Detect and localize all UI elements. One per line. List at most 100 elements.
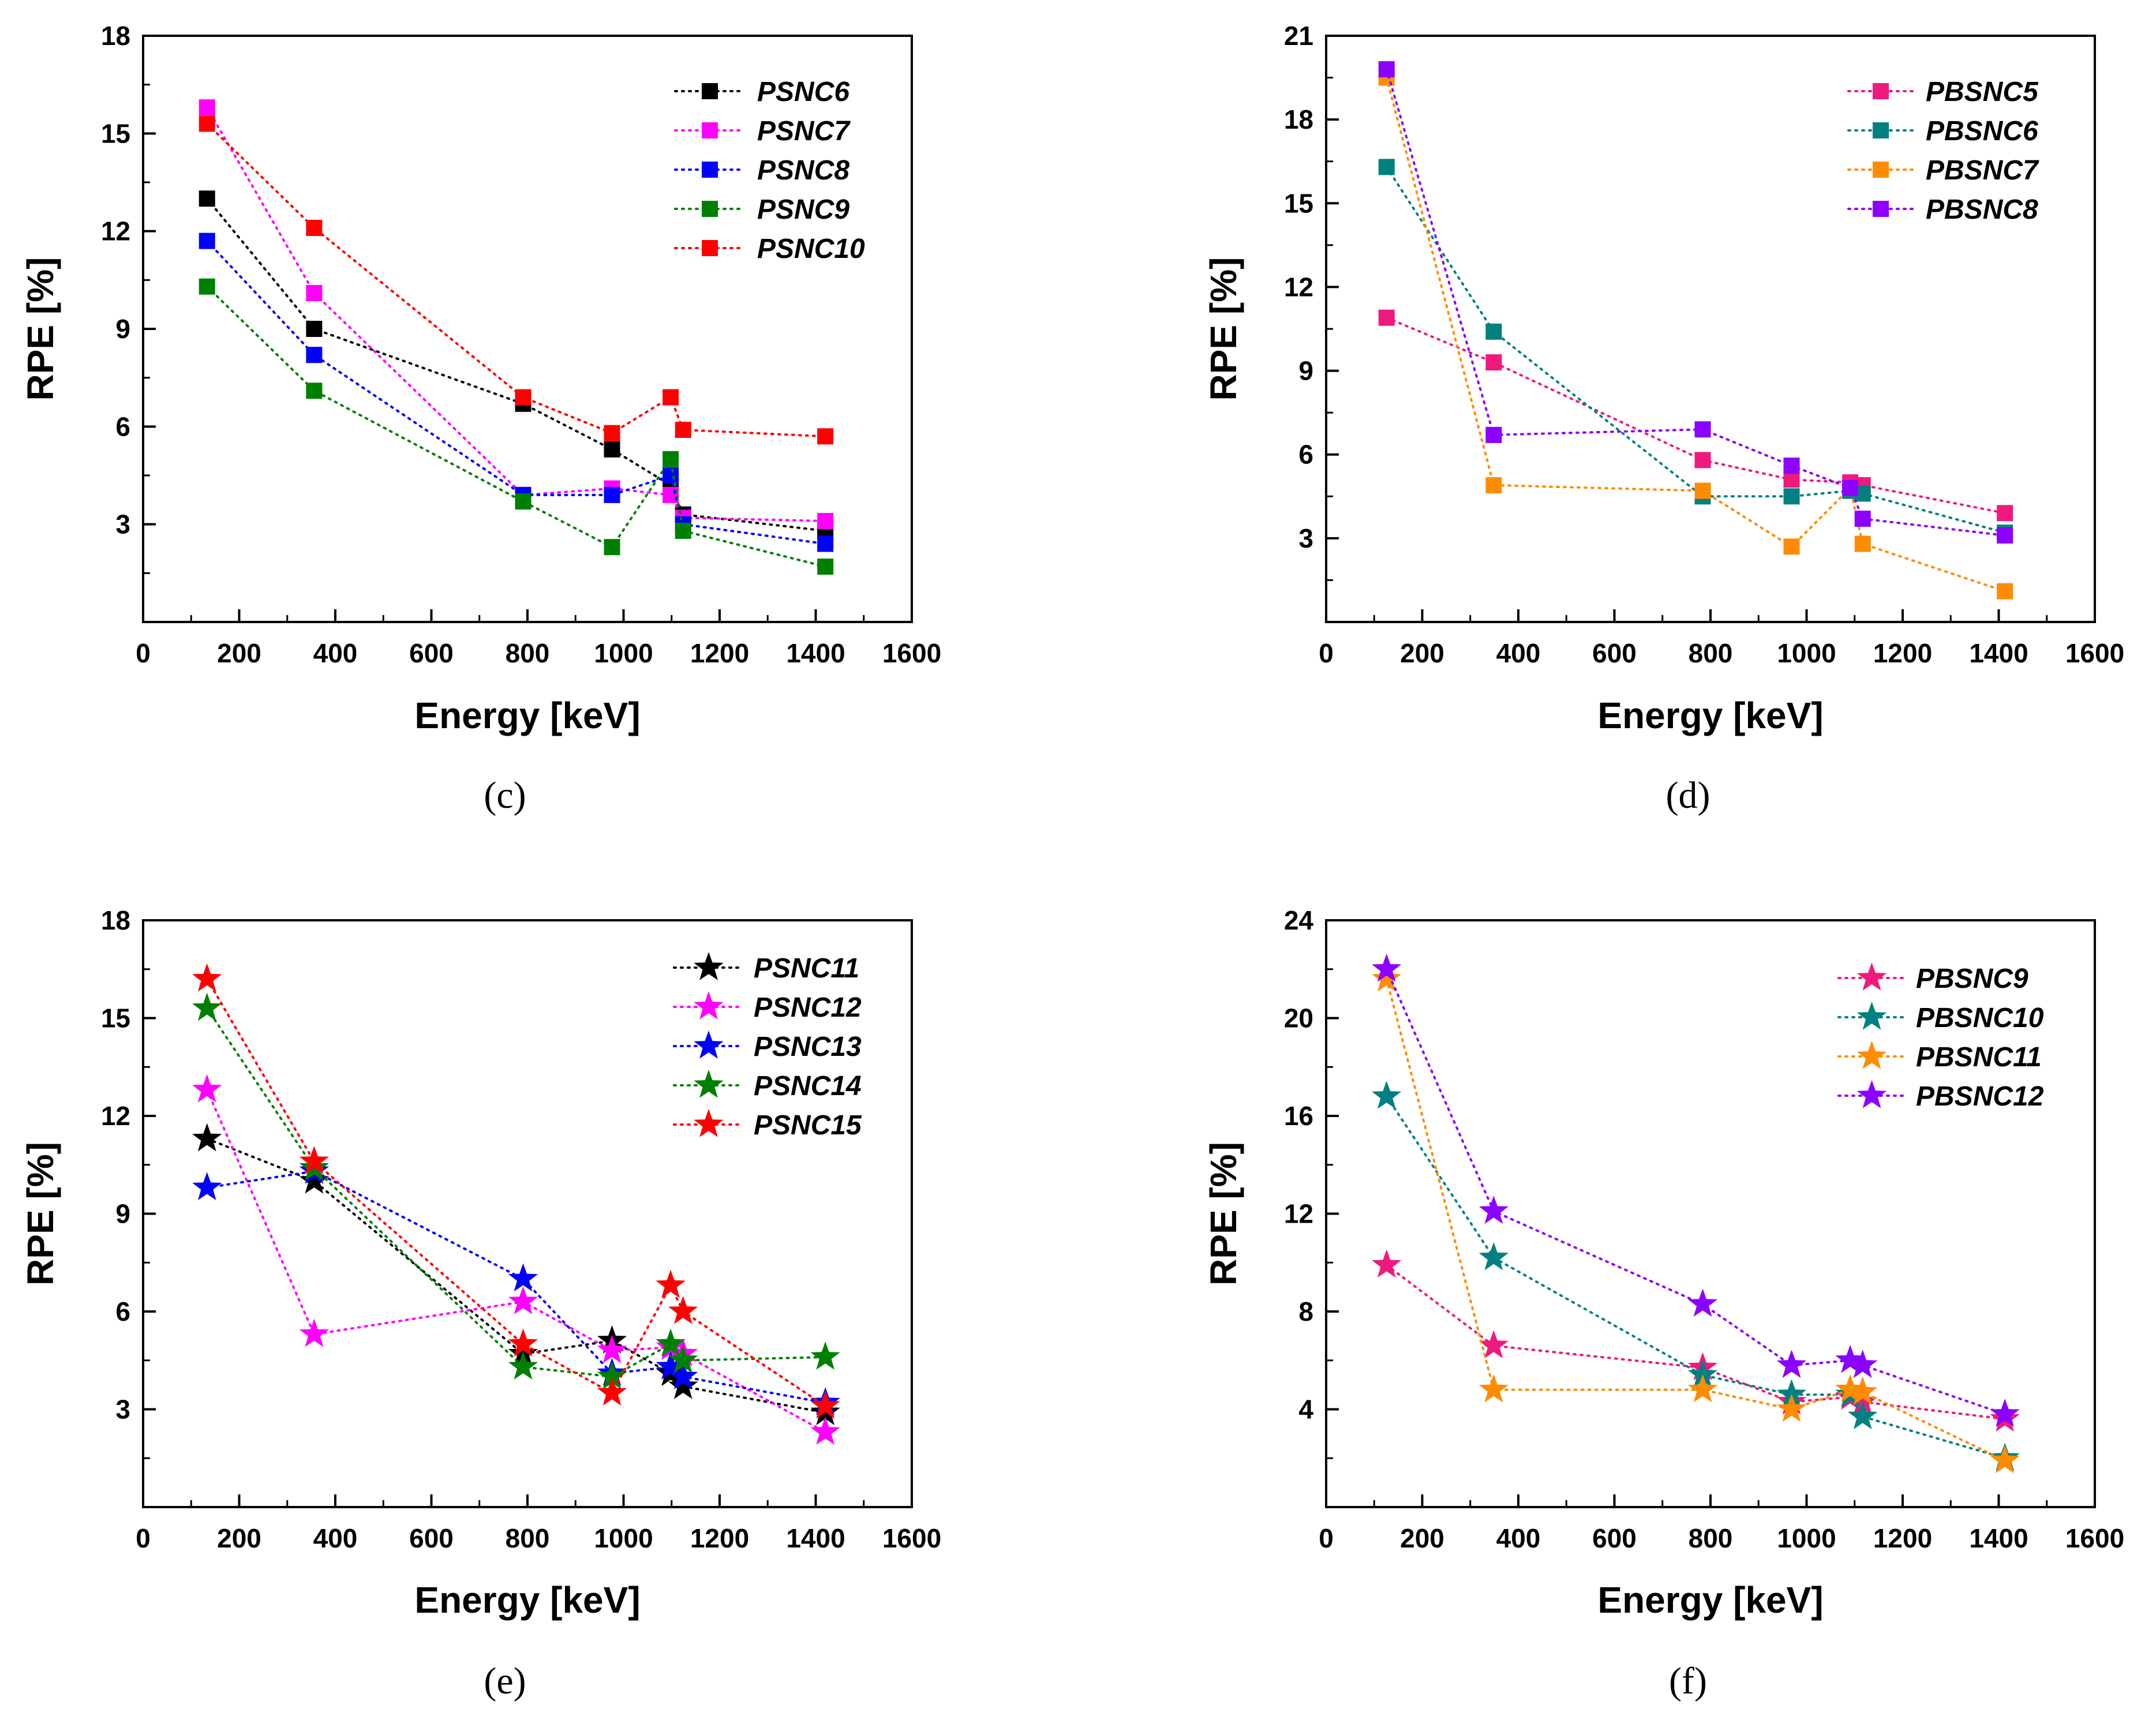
x-tick-label: 400 [313, 638, 358, 668]
data-point [1378, 159, 1395, 175]
data-point [199, 233, 215, 249]
y-tick-label: 9 [1298, 356, 1313, 386]
y-tick-label: 6 [115, 1296, 130, 1326]
data-point [604, 486, 620, 503]
x-axis-title: Energy [keV] [414, 1579, 640, 1621]
legend-entry: PBSNC8 [1847, 194, 2038, 225]
data-point [192, 1074, 222, 1103]
x-tick-label: 0 [1319, 1523, 1334, 1553]
legend-entry: PBSNC11 [1837, 1041, 2042, 1073]
data-point [656, 1328, 686, 1357]
data-point [1842, 479, 1859, 496]
data-point [604, 425, 620, 441]
y-tick-label: 3 [115, 509, 130, 539]
x-tick-label: 1400 [1969, 1523, 2028, 1553]
data-point [1694, 452, 1711, 469]
y-axis-title: RPE [%] [1203, 1142, 1244, 1286]
data-point [1783, 538, 1800, 555]
data-point [1997, 527, 2013, 544]
data-point [306, 321, 323, 337]
x-tick-label: 1600 [882, 638, 941, 668]
data-point [306, 383, 323, 399]
x-tick-label: 1400 [786, 638, 845, 668]
data-point [508, 1328, 538, 1357]
legend-label: PBSNC8 [1926, 194, 2038, 225]
legend-entry: PBSNC7 [1847, 155, 2039, 186]
data-point [1783, 488, 1800, 505]
legend-marker [1856, 962, 1887, 991]
data-point [668, 1361, 698, 1389]
x-tick-label: 400 [1496, 1523, 1541, 1553]
y-tick-label: 12 [1284, 1199, 1313, 1229]
data-point [1378, 309, 1395, 326]
y-tick-label: 20 [1284, 1003, 1313, 1033]
data-point [1485, 477, 1502, 493]
x-tick-label: 1000 [1777, 638, 1836, 668]
x-tick-label: 600 [1592, 1523, 1637, 1553]
y-tick-label: 4 [1298, 1395, 1313, 1425]
y-tick-label: 21 [1284, 21, 1313, 51]
legend-label: PBSNC9 [1916, 964, 2028, 994]
panel-1: 0 200 400 600 800 1000 1200 1400 1600 3 6 9 12 15 18 21… [1203, 21, 2124, 816]
y-tick-label: 12 [101, 216, 130, 246]
series-PSNC14 [192, 992, 840, 1389]
x-tick-label: 1200 [1873, 638, 1932, 668]
data-point [810, 1390, 840, 1419]
data-point [1372, 953, 1402, 982]
data-point [1848, 1401, 1878, 1430]
data-point [1694, 421, 1711, 438]
data-point [1372, 1081, 1402, 1109]
x-tick-label: 1000 [594, 638, 653, 668]
y-axis-title: RPE [%] [20, 257, 61, 401]
legend-marker [1873, 201, 1889, 217]
data-point [675, 522, 691, 539]
x-tick-label: 400 [313, 1523, 358, 1553]
data-point [1997, 505, 2013, 522]
y-tick-label: 18 [1284, 104, 1313, 134]
x-tick-label: 800 [506, 638, 550, 668]
legend-label: PSNC15 [754, 1110, 862, 1141]
legend-entry: PSNC13 [673, 1030, 862, 1062]
x-axis-title: Energy [keV] [1597, 695, 1823, 736]
data-point [604, 441, 620, 458]
y-tick-label: 18 [101, 21, 130, 51]
legend-label: PBSNC10 [1916, 1003, 2044, 1033]
x-tick-label: 200 [1400, 1523, 1444, 1553]
x-tick-label: 0 [136, 638, 151, 668]
data-point [1478, 1374, 1509, 1403]
data-point [192, 1123, 222, 1152]
legend-marker [694, 1109, 724, 1137]
data-point [656, 1269, 686, 1298]
panel-0: 0 200 400 600 800 1000 1200 1400 1600 3 6 9 12 15 18 En… [20, 21, 941, 816]
data-point [515, 493, 531, 510]
x-tick-label: 1000 [594, 1523, 653, 1553]
legend-entry: PSNC10 [674, 234, 865, 264]
y-tick-label: 6 [1298, 440, 1313, 470]
x-tick-label: 1200 [690, 1523, 749, 1553]
x-tick-label: 1600 [2065, 1523, 2124, 1553]
legend-entry: PSNC9 [674, 194, 849, 225]
data-point [1485, 426, 1502, 443]
data-point [668, 1344, 698, 1373]
data-point [1848, 1376, 1878, 1405]
data-point [1848, 1350, 1878, 1378]
data-point [1776, 1393, 1807, 1422]
legend-entry: PBSNC10 [1837, 1002, 2044, 1033]
data-point [1776, 1379, 1807, 1407]
legend-marker [1873, 122, 1889, 138]
data-point [1990, 1399, 2020, 1427]
data-point [192, 992, 222, 1021]
data-point [662, 451, 679, 467]
x-tick-label: 0 [136, 1523, 151, 1553]
data-point [675, 421, 691, 438]
data-point [1372, 1249, 1402, 1278]
y-tick-label: 9 [115, 1199, 130, 1229]
legend-entry: PBSNC6 [1847, 116, 2038, 147]
data-point [1485, 323, 1502, 340]
legend-marker [694, 952, 724, 980]
legend-label: PBSNC7 [1926, 155, 2039, 186]
series-PBSNC12 [1372, 953, 2020, 1427]
panel-caption: (d) [1666, 774, 1710, 816]
data-point [662, 389, 679, 406]
